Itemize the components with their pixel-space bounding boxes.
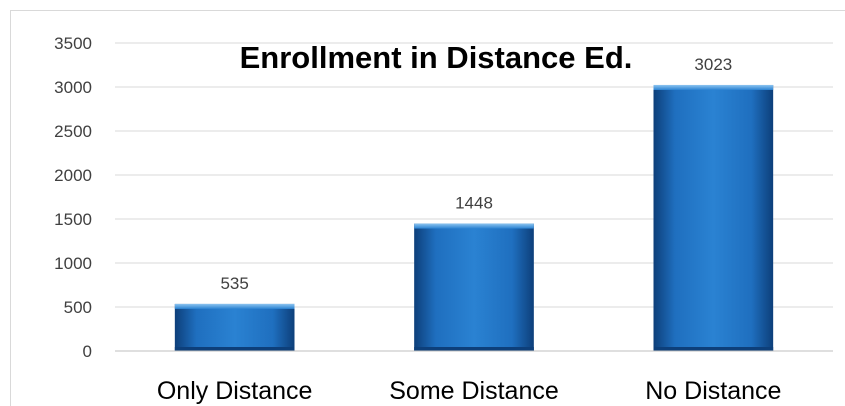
y-tick-label: 0 <box>83 342 92 361</box>
y-tick-label: 2000 <box>54 166 92 185</box>
y-tick-label: 2500 <box>54 122 92 141</box>
bar-body <box>414 223 534 351</box>
bar-top-highlight <box>174 303 295 309</box>
y-axis-tick-labels: 0 500 1000 1500 2000 2500 3000 3500 <box>54 34 92 361</box>
data-label: 1448 <box>455 194 493 213</box>
bar-1 <box>414 223 534 351</box>
y-tick-label: 3500 <box>54 34 92 53</box>
bar-base-shadow <box>414 347 534 351</box>
category-label: No Distance <box>645 377 781 405</box>
bar-base-shadow <box>653 347 774 351</box>
x-axis-category-labels: Only Distance Some Distance No Distance <box>157 377 782 405</box>
bar-top-highlight <box>414 223 534 229</box>
bar-base-shadow <box>174 347 295 351</box>
category-label: Some Distance <box>389 377 559 405</box>
y-tick-label: 1500 <box>54 210 92 229</box>
data-labels: 535 1448 3023 <box>220 55 732 293</box>
bar-2 <box>653 84 774 351</box>
category-label: Only Distance <box>157 377 313 405</box>
bar-top-highlight <box>653 84 774 90</box>
bar-body <box>653 84 774 351</box>
bar-0 <box>174 303 295 351</box>
data-label: 535 <box>220 274 248 293</box>
bar-body <box>174 303 295 351</box>
y-tick-label: 1000 <box>54 254 92 273</box>
y-tick-label: 500 <box>64 298 92 317</box>
y-tick-label: 3000 <box>54 78 92 97</box>
chart-title: Enrollment in Distance Ed. <box>240 40 633 75</box>
data-label: 3023 <box>694 55 732 74</box>
bars <box>174 84 774 351</box>
